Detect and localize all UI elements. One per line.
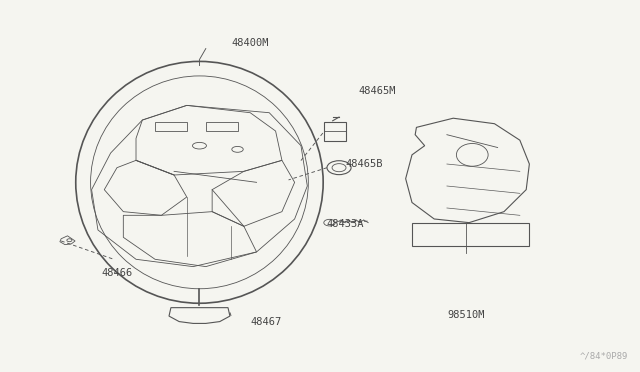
- Text: 48467: 48467: [250, 317, 282, 327]
- Text: 48465B: 48465B: [346, 159, 383, 169]
- Bar: [155, 122, 187, 131]
- Text: 98510M: 98510M: [447, 310, 484, 320]
- Bar: [206, 122, 237, 131]
- Text: 48465M: 48465M: [358, 86, 396, 96]
- Bar: [324, 122, 346, 141]
- Bar: [412, 223, 529, 247]
- Text: 48466: 48466: [101, 268, 132, 278]
- Text: 48433A: 48433A: [326, 219, 364, 230]
- Text: 48400M: 48400M: [231, 38, 269, 48]
- Text: ^/84*0P89: ^/84*0P89: [579, 351, 628, 360]
